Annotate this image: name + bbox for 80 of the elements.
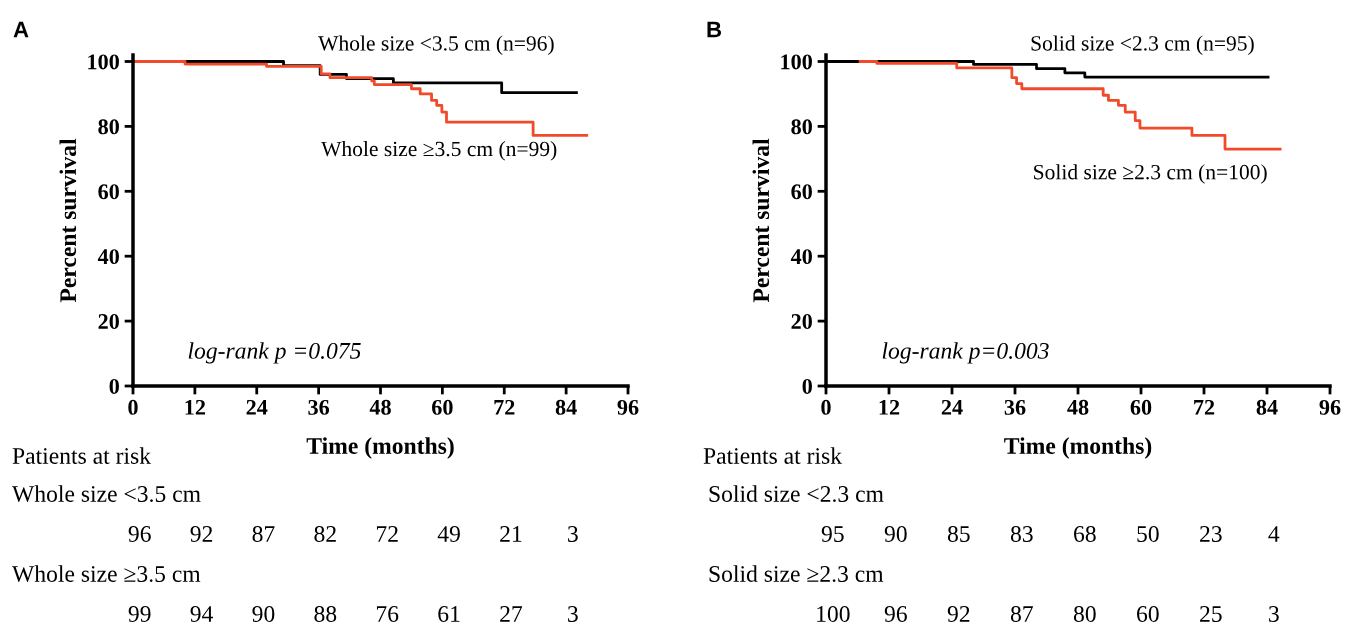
series-label: Whole size ≥3.5 cm (n=99) [321,141,557,161]
x-axis-title: Time (months) [306,437,454,459]
text: 95 [821,526,844,542]
x-tick-label: 84 [1256,399,1278,415]
text: 92 [190,526,213,542]
text: 4 [1268,526,1280,542]
y-tick-label: 60 [791,184,812,200]
text: Solid size ≥2.3 cm [709,565,884,583]
text: 87 [252,525,275,542]
text: 49 [437,526,460,542]
text: 76 [376,606,399,622]
x-tick-label: 24 [941,399,963,415]
y-tick-label: 100 [781,54,812,70]
text: Patients at risk [12,447,152,464]
x-tick-label: 96 [1319,399,1341,415]
text: 94 [190,606,214,622]
y-tick-label: 40 [790,249,812,265]
text: 60 [1137,605,1159,622]
text: 68 [1074,525,1096,542]
y-tick-label: 80 [791,119,812,135]
text: 87 [1010,605,1033,622]
text: 82 [314,525,336,542]
text: 100 [817,605,850,622]
y-tick-label: 20 [791,314,812,330]
y-tick-label: 0 [802,378,812,394]
text: 27 [500,606,523,622]
x-tick-label: 0 [821,399,831,415]
text: 3 [568,526,578,542]
x-tick-label: 48 [1067,399,1089,415]
text: 61 [438,606,460,622]
x-tick-label: 84 [555,399,577,415]
y-tick-label: 100 [88,54,119,70]
x-tick-label: 36 [1004,399,1026,415]
series-label: Solid size <2.3 cm (n=95) [1031,35,1254,55]
x-axis-title: Time (months) [1004,437,1152,459]
text: 80 [1073,605,1096,622]
text: Solid size <2.3 cm [709,485,884,503]
x-tick-label: 96 [617,399,639,415]
x-tick-label: 36 [308,399,330,415]
text: 23 [1200,526,1222,542]
text: 72 [376,526,398,542]
text: 99 [128,606,151,622]
text: 21 [500,526,522,542]
text: 83 [1010,525,1033,542]
annotation: log-rank p=0.003 [882,342,1049,364]
x-tick-label: 48 [369,399,391,415]
x-tick-label: 24 [246,399,268,415]
chart-title: B [707,21,722,38]
text: Patients at risk [703,447,843,464]
x-tick-label: 72 [1194,399,1215,415]
y-tick-label: 80 [98,119,119,135]
y-tick-label: 20 [98,314,119,330]
text: 3 [1269,606,1279,622]
text: 50 [1137,525,1159,542]
text: 90 [884,525,907,542]
chart-title: A [13,21,29,38]
text: 25 [1200,606,1222,622]
y-axis-title: Percent survival [752,138,770,303]
text: Whole size <3.5 cm [12,485,201,503]
y-axis-title: Percent survival [59,138,77,303]
text: Whole size ≥3.5 cm [12,565,201,583]
x-tick-label: 12 [879,399,900,415]
y-tick-label: 60 [98,184,119,200]
x-tick-label: 0 [128,399,138,415]
x-tick-label: 60 [432,399,453,415]
series-label: Solid size ≥2.3 cm (n=100) [1034,164,1267,184]
x-tick-label: 12 [185,399,206,415]
text: 96 [128,526,151,542]
y-tick-label: 40 [97,249,119,265]
x-tick-label: 60 [1130,399,1152,415]
text: 88 [314,605,337,622]
text: 3 [568,606,578,622]
text: 90 [252,605,275,622]
annotation: log-rank p =0.075 [188,342,361,364]
series-label: Whole size <3.5 cm (n=96) [318,35,554,55]
text: 96 [884,606,907,622]
y-tick-label: 0 [109,378,119,394]
text: 85 [947,525,970,542]
text: 92 [947,606,970,622]
x-tick-label: 72 [494,399,515,415]
